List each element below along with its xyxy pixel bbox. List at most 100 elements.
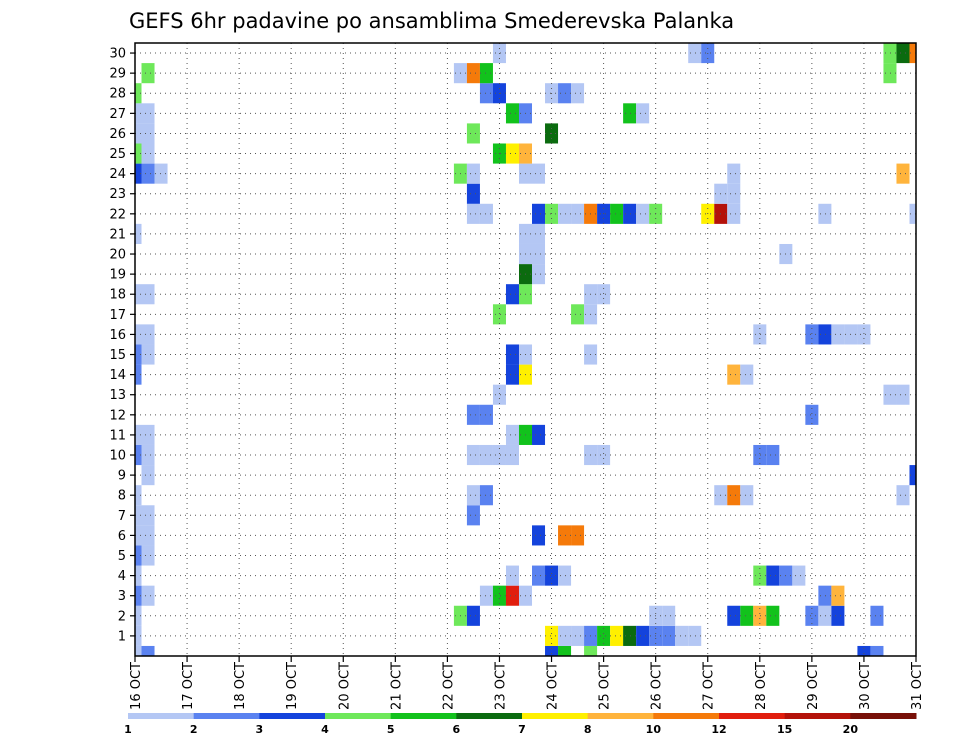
x-tick-label: 19 OCT — [285, 662, 300, 710]
data-cell — [571, 203, 585, 224]
x-tick-label: 31 OCT — [910, 662, 925, 710]
data-cell — [466, 605, 480, 626]
data-cell — [479, 83, 493, 104]
y-tick-label: 15 — [109, 348, 126, 363]
data-cell — [636, 625, 650, 646]
data-cell — [479, 585, 493, 606]
data-cell — [805, 324, 819, 345]
y-tick-label: 10 — [109, 449, 126, 464]
y-tick-label: 23 — [109, 187, 126, 202]
data-cell — [909, 465, 916, 486]
data-cell — [135, 444, 142, 466]
y-tick-label: 19 — [109, 268, 126, 283]
data-cell — [623, 203, 637, 224]
data-cell — [135, 645, 142, 656]
y-tick-label: 22 — [109, 207, 126, 222]
data-cell — [505, 585, 519, 606]
colorbar-segment — [719, 713, 786, 719]
data-cell — [154, 163, 168, 184]
data-cell — [610, 625, 624, 646]
plot-frame — [134, 42, 917, 657]
data-cell — [135, 123, 142, 144]
colorbar: 1 2 3 4 5 6 7 8 10 12 15 20 — [124, 713, 917, 736]
data-cell — [532, 424, 546, 445]
colorbar-segment — [325, 713, 392, 719]
data-cell — [623, 625, 637, 646]
data-cell — [909, 203, 916, 224]
data-cell — [505, 344, 519, 365]
y-tick-label: 27 — [109, 107, 126, 122]
data-cell — [466, 203, 480, 224]
data-cell — [505, 424, 519, 445]
colorbar-label: 4 — [321, 723, 329, 736]
colorbar-segment — [522, 713, 589, 719]
data-cell — [883, 43, 897, 64]
data-cell — [831, 585, 845, 606]
colorbar-segment — [587, 713, 654, 719]
data-cell — [466, 183, 480, 204]
data-cell — [505, 364, 519, 385]
y-tick-label: 12 — [109, 408, 126, 423]
data-cell — [818, 324, 832, 345]
data-cell — [135, 424, 142, 445]
x-tick-label: 27 OCT — [702, 662, 717, 710]
x-tick-label: 23 OCT — [493, 662, 508, 710]
data-cell — [135, 284, 142, 305]
data-cell — [805, 404, 819, 425]
data-cell — [558, 645, 572, 656]
x-tick-label: 29 OCT — [806, 662, 821, 710]
x-tick-label: 21 OCT — [389, 662, 404, 710]
data-cell — [558, 625, 572, 646]
data-cell — [505, 143, 519, 164]
y-tick-label: 29 — [109, 67, 126, 82]
data-cell — [492, 444, 506, 466]
data-cell — [135, 364, 142, 385]
x-tick-label: 20 OCT — [337, 662, 352, 710]
x-tick-label: 30 OCT — [858, 662, 873, 710]
data-cell — [135, 565, 142, 586]
y-tick-label: 4 — [118, 569, 126, 584]
data-cell — [766, 565, 780, 586]
chart-title: GEFS 6hr padavine po ansamblima Smederev… — [129, 9, 734, 33]
data-cell — [662, 625, 676, 646]
data-cell — [571, 304, 585, 325]
data-cell — [135, 605, 142, 626]
y-tick-label: 14 — [109, 368, 126, 383]
data-cell — [766, 605, 780, 626]
data-cell — [466, 123, 480, 144]
data-cell — [135, 143, 142, 164]
data-cell — [466, 404, 480, 425]
data-cell — [571, 525, 585, 546]
data-cell — [135, 324, 142, 345]
data-cell — [141, 103, 155, 124]
data-cell — [545, 645, 559, 656]
data-cell — [479, 203, 493, 224]
data-cell — [466, 63, 480, 84]
colorbar-label: 7 — [518, 723, 526, 736]
data-cell — [135, 344, 142, 365]
y-tick-label: 18 — [109, 288, 126, 303]
data-cell — [805, 605, 819, 626]
data-cell — [492, 384, 506, 405]
data-cell — [135, 83, 142, 104]
colorbar-segment — [193, 713, 260, 719]
y-tick-label: 7 — [118, 509, 126, 524]
data-cell — [597, 284, 611, 305]
x-tick-label: 28 OCT — [754, 662, 769, 710]
y-tick-label: 9 — [118, 469, 126, 484]
colorbar-segment — [653, 713, 720, 719]
data-cell — [597, 444, 611, 466]
data-cell — [727, 364, 741, 385]
data-cell — [688, 625, 702, 646]
x-tick-label: 18 OCT — [233, 662, 248, 710]
y-axis: 1234567891011121314151617181920212223242… — [109, 47, 135, 644]
colorbar-label: 6 — [453, 723, 461, 736]
data-cell — [532, 565, 546, 586]
data-cell — [883, 63, 897, 84]
data-cell — [818, 605, 832, 626]
x-tick-label: 22 OCT — [441, 662, 456, 710]
data-cell — [818, 585, 832, 606]
data-cell — [727, 163, 741, 184]
colorbar-label: 2 — [190, 723, 198, 736]
data-cell — [141, 444, 155, 466]
